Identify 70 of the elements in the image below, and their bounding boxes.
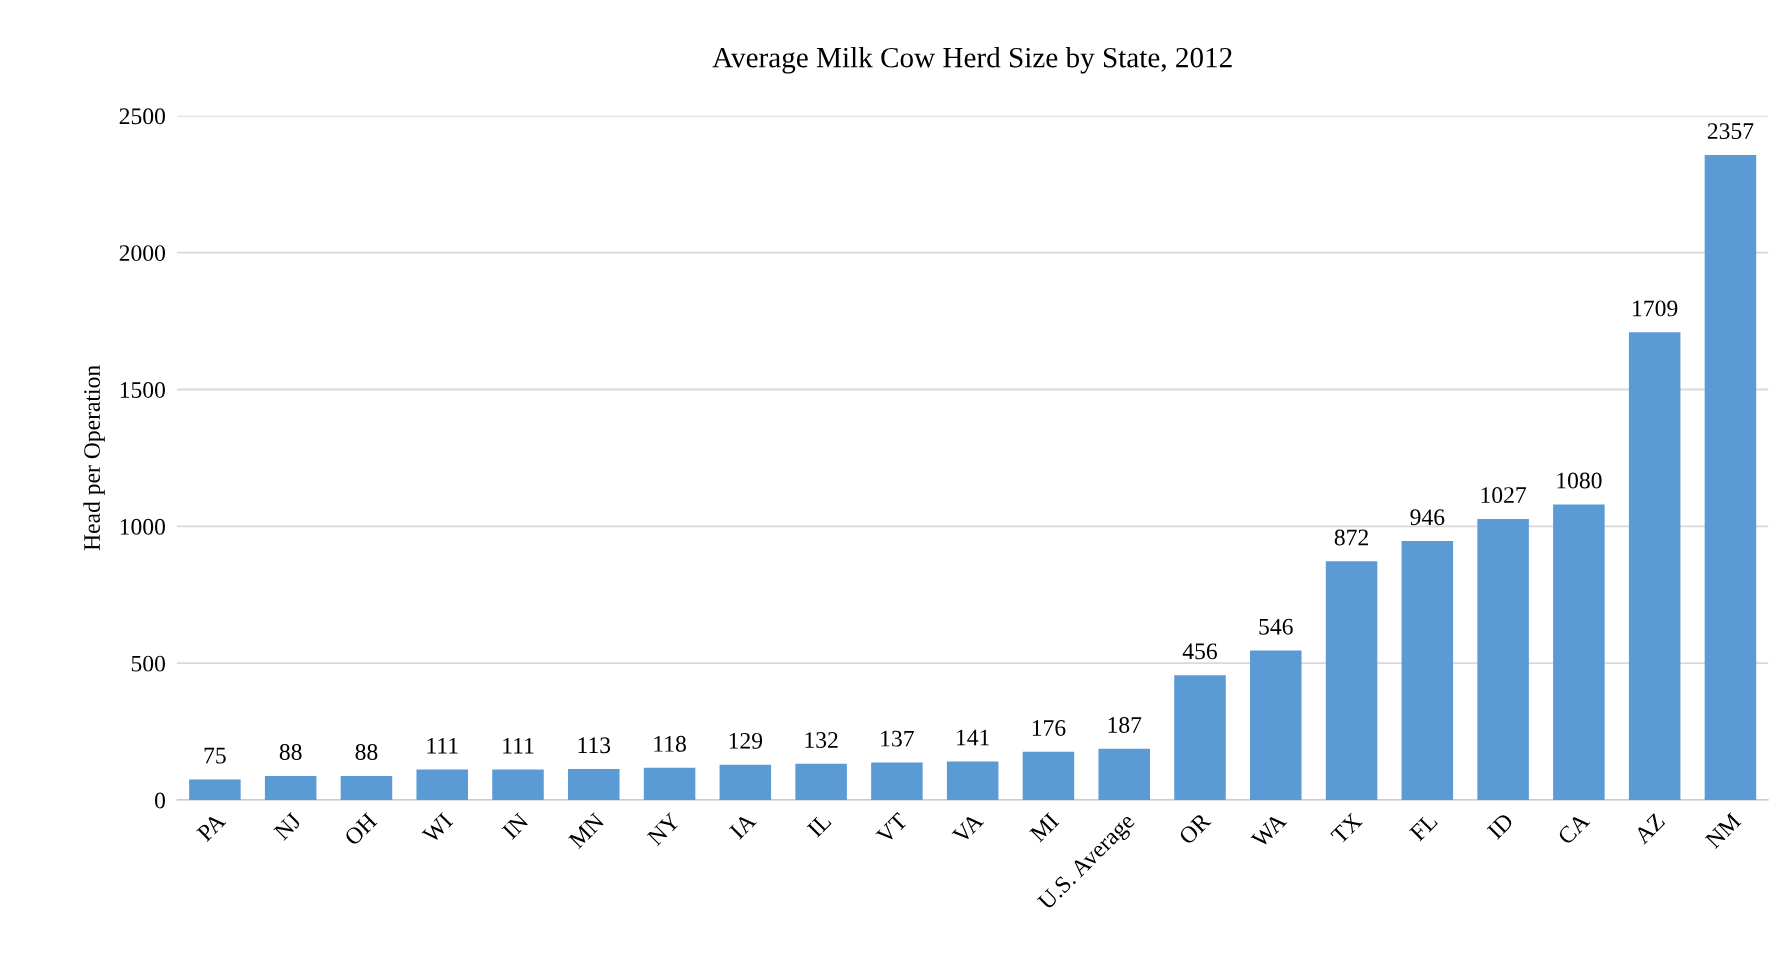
x-tick-label: MI xyxy=(1029,812,1060,843)
data-label: 75 xyxy=(204,747,226,764)
y-tick-label: 1000 xyxy=(120,518,165,535)
x-tick-label: IA xyxy=(728,811,757,840)
bar xyxy=(340,775,393,800)
data-label: 137 xyxy=(881,730,914,747)
bar xyxy=(1477,518,1529,800)
data-label: 118 xyxy=(654,735,686,752)
data-label: 187 xyxy=(1108,716,1142,733)
bar xyxy=(1704,154,1757,800)
bar xyxy=(1628,332,1681,800)
x-tick-label: AZ xyxy=(1633,812,1666,845)
data-label: 546 xyxy=(1259,618,1293,635)
x-tick-label: VA xyxy=(951,811,985,845)
x-tick-label: WA xyxy=(1250,811,1288,849)
data-label: 88 xyxy=(355,744,378,760)
bar xyxy=(568,769,620,800)
data-label: 88 xyxy=(279,744,302,760)
data-label: 1709 xyxy=(1633,300,1678,317)
data-label: 111 xyxy=(503,737,534,754)
chart-title: Average Milk Cow Herd Size by State, 2012 xyxy=(712,46,1232,74)
x-tick-label: IL xyxy=(806,812,832,838)
y-tick-label: 1500 xyxy=(120,381,165,398)
x-tick-label: OR xyxy=(1178,811,1212,846)
y-tick-label: 500 xyxy=(131,655,165,672)
x-tick-label: ID xyxy=(1486,812,1515,840)
data-label: 872 xyxy=(1334,529,1368,546)
x-tick-label: CA xyxy=(1556,811,1591,846)
x-tick-label: NJ xyxy=(273,812,303,841)
bar xyxy=(1098,748,1150,800)
y-tick-label: 0 xyxy=(155,792,165,809)
x-tick-label: VT xyxy=(875,812,909,845)
data-label: 113 xyxy=(578,737,611,754)
x-tick-label: MN xyxy=(568,812,605,850)
data-label: 176 xyxy=(1032,720,1066,736)
x-tick-label: WI xyxy=(421,812,454,845)
y-axis-title: Head per Operation xyxy=(83,365,105,551)
y-tick-label: 2500 xyxy=(119,108,165,125)
x-tick-label: IN xyxy=(501,812,530,840)
bar xyxy=(189,779,241,800)
data-label: 129 xyxy=(729,732,763,749)
y-tick-label: 2000 xyxy=(119,245,165,262)
x-tick-label: PA xyxy=(196,811,227,843)
bar xyxy=(871,762,923,800)
bar xyxy=(416,769,468,800)
data-label: 1027 xyxy=(1481,487,1527,504)
bar xyxy=(492,769,544,800)
data-label: 1080 xyxy=(1557,472,1602,489)
x-tick-label: OH xyxy=(343,812,378,847)
bar xyxy=(1022,751,1075,800)
x-tick-label: TX xyxy=(1330,812,1363,845)
bar xyxy=(1174,675,1226,800)
bar xyxy=(946,761,999,800)
data-label: 141 xyxy=(957,729,989,746)
bar xyxy=(719,764,772,800)
data-label: 946 xyxy=(1410,509,1445,526)
bar xyxy=(1325,561,1378,800)
bar xyxy=(1401,541,1454,800)
x-tick-label: FL xyxy=(1408,812,1438,842)
data-label: 2357 xyxy=(1707,123,1754,140)
data-label: 132 xyxy=(805,732,838,748)
bar xyxy=(264,775,317,800)
x-tick-label: NY xyxy=(646,812,681,847)
bar xyxy=(643,767,696,800)
data-label: 111 xyxy=(427,737,458,754)
bar xyxy=(1250,650,1302,800)
bar xyxy=(1553,504,1605,800)
data-label: 456 xyxy=(1182,643,1218,660)
x-tick-label: NM xyxy=(1704,812,1742,850)
bar xyxy=(795,763,847,800)
